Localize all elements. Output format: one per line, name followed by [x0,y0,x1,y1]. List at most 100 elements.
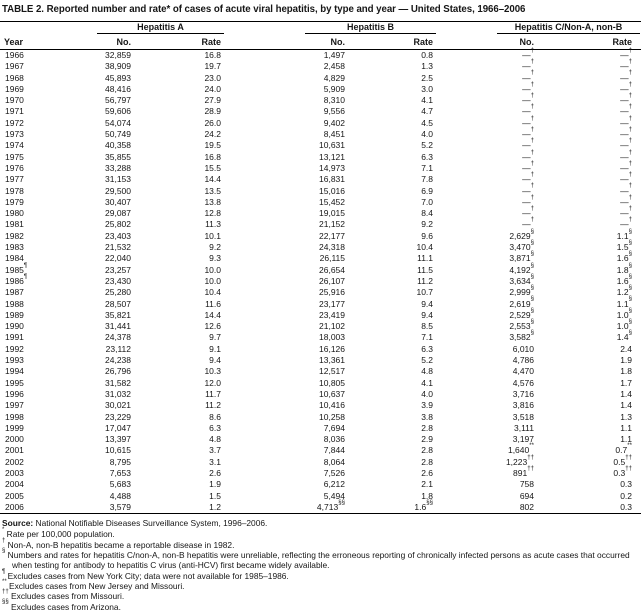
year-cell: 2005 [5,490,24,501]
year-cell: 1981 [5,219,24,230]
year-cell: 1979 [5,196,24,207]
hep-c-rate-cell: 0.3 [620,479,633,490]
year-cell: 1993 [5,355,24,366]
hep-a-rate-cell: 1.9 [209,479,221,490]
hep-c-no-cell: —† [522,216,535,230]
hep-c-no-cell: 4,576 [512,377,535,388]
table-row: 1987 25,280 10.4 25,916 10.7 2,999§ 1.2§ [0,284,641,298]
hep-b-no-cell: 21,152 [319,219,345,230]
year-cell: 1988 [5,298,24,309]
table-row: 2003 7,653 2.6 7,526 2.6 891†† 0.3†† [0,465,641,479]
hep-b-rate-cell: 3.8 [421,411,434,422]
table-row: 1983 21,532 9.2 24,318 10.4 3,470§ 1.5§ [0,239,641,253]
column-header-year: Year [0,34,48,50]
year-cell: 1982 [5,230,24,241]
hep-b-no-cell: 7,526 [323,467,345,478]
hep-c-rate-cell: 1.7 [620,377,633,388]
hep-b-rate-cell: 1.8 [421,490,434,501]
hep-b-no-cell: 16,126 [319,343,345,354]
hep-b-rate-cell: 5.2 [421,355,434,366]
hep-a-no-cell: 48,416 [105,83,131,94]
table-row: 1969 48,416 24.0 5,909 3.0 —† —† [0,81,641,95]
hep-c-rate-cell: 1.8§ [616,261,633,275]
footnote: † Non-A, non-B hepatitis became a report… [2,537,235,550]
hep-b-no-cell: 2,458 [323,61,345,72]
hep-a-no-cell: 28,507 [105,298,131,309]
hep-a-rate-cell: 15.5 [204,162,221,173]
hep-b-rate-cell: 4.8 [421,366,434,377]
hep-c-rate-cell: —† [620,103,633,117]
hep-a-no-cell: 35,855 [105,151,131,162]
hep-a-no-cell: 59,606 [105,106,131,117]
hep-a-no-cell: 31,032 [105,388,131,399]
source-label: Source: [2,518,34,529]
hep-b-rate-cell: 4.1 [421,95,434,106]
hep-a-no-cell: 25,802 [105,219,131,230]
hep-c-rate-cell: 1.2§ [616,284,633,298]
table-row: 1984 22,040 9.3 26,115 11.1 3,871§ 1.6§ [0,251,641,264]
hepatitis-table: Hepatitis A Hepatitis B Hepatitis C/Non-… [0,21,641,515]
hep-b-rate-cell: 2.1 [421,479,434,490]
hep-b-rate-cell: 2.9 [421,434,434,445]
hep-b-no-cell: 15,016 [319,185,345,196]
hep-a-no-cell: 35,821 [105,309,131,320]
column-header-c-no: No. [436,34,538,50]
hep-c-no-cell: 758 [519,479,535,490]
year-cell: 1985¶ [5,261,28,275]
hep-a-no-cell: 17,047 [105,422,131,433]
hep-b-no-cell: 1,497 [323,50,345,60]
hep-c-rate-cell: —† [620,125,633,140]
table-row: 1985¶ 23,257 10.0 26,654 11.5 4,192§ 1.8§ [0,261,641,276]
table-row: 1992 23,112 9.1 16,126 6.3 6,010 2.4 [0,344,641,355]
hep-b-rate-cell: 4.7 [421,106,434,117]
hep-b-rate-cell: 2.6 [421,467,434,478]
column-header-a-no: No. [48,34,134,50]
hep-b-rate-cell: 11.2 [417,275,434,286]
hep-c-no-cell: 4,192§ [509,261,535,275]
table-row: 2001 10,615 3.7 7,844 2.8 1,640** 0.7** [0,443,641,456]
table-row: 1979 30,407 13.8 15,452 7.0 —† —† [0,193,641,208]
hep-b-rate-cell: 2.8 [421,422,434,433]
table-row: 1968 45,893 23.0 4,829 2.5 —† —† [0,70,641,84]
hep-a-rate-cell: 12.0 [204,377,221,388]
hep-a-rate-cell: 1.5 [209,490,221,501]
table-row: 1982 23,403 10.1 22,177 9.6 2,629§ 1.1§ [0,228,641,242]
hep-c-rate-cell: 1.6§ [616,272,633,286]
footnote: ** Excludes cases from New Jersey and Mi… [2,578,185,591]
hep-c-no-cell: —† [522,58,535,72]
hep-a-rate-cell: 9.2 [209,242,221,253]
table-row: 2000 13,397 4.8 8,036 2.9 3,197 1.1 [0,434,641,445]
hep-c-no-cell: —† [522,114,535,128]
hep-c-rate-cell: 1.9 [620,355,633,366]
hep-c-rate-cell: 0.5†† [613,453,633,467]
year-cell: 1986¶ [5,272,28,286]
hep-b-no-cell: 26,654 [319,264,345,275]
column-header-row: Year No. Rate No. Rate No. Rate [0,34,641,50]
hep-a-rate-cell: 14.4 [204,174,221,185]
hep-b-no-cell: 4,829 [323,72,345,83]
hep-a-rate-cell: 10.0 [204,275,221,286]
hep-b-rate-cell: 6.3 [421,151,434,162]
hep-a-rate-cell: 9.3 [209,253,221,264]
year-cell: 1980 [5,208,24,219]
hep-b-no-cell: 15,452 [319,196,345,207]
table-row: 1990 31,441 12.6 21,102 8.5 2,553§ 1.0§ [0,317,641,332]
column-header-c-rate: Rate [537,34,641,50]
table-header: Hepatitis A Hepatitis B Hepatitis C/Non-… [0,22,641,50]
hep-a-rate-cell: 23.0 [204,72,221,83]
table-body: 1966 32,859 16.8 1,497 0.8 —† —† 1967 38,909 19.7… [0,47,641,515]
hep-a-no-cell: 22,040 [105,253,131,264]
footnotes: Source: National Notifiable Diseases Sur… [0,518,638,612]
year-cell: 1987 [5,287,24,298]
hep-b-no-cell: 6,212 [323,479,345,490]
hep-c-no-cell: 2,553§ [509,317,535,332]
hep-b-no-cell: 18,003 [319,332,345,343]
group-header-hepatitis-b: Hepatitis B [224,22,437,34]
hep-a-no-cell: 29,500 [105,185,131,196]
hep-a-no-cell: 31,153 [105,174,131,185]
hep-c-no-cell: 3,634§ [509,272,535,286]
hep-c-no-cell: 3,816 [512,400,535,411]
hep-c-rate-cell: —† [620,193,633,207]
hep-b-rate-cell: 10.4 [416,242,434,253]
hep-c-rate-cell: 0.2 [620,490,633,501]
